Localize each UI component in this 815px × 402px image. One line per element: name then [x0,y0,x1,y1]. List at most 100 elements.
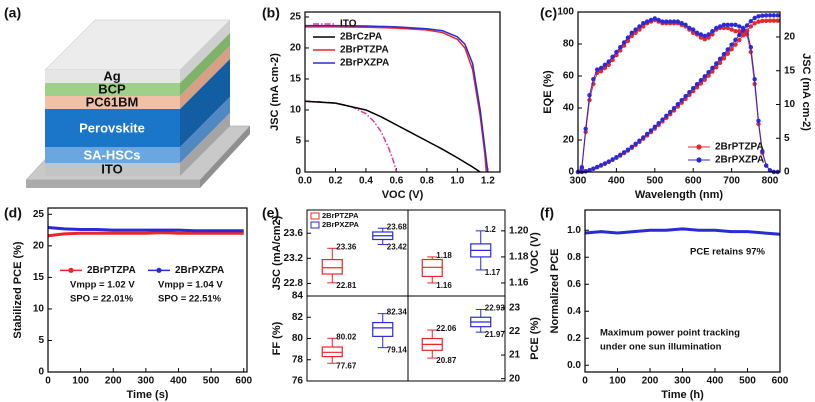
y-tick-label: 15 [290,74,302,85]
x-tick-label: 100 [609,376,626,387]
y-tick-label: 60 [563,71,575,82]
data-point [694,82,700,87]
data-point [679,98,684,103]
data-point [687,25,692,31]
data-point [706,32,711,37]
data-line [304,100,481,173]
legend-label: 2BrPXZPA [175,265,224,276]
legend-marker [696,144,702,150]
data-point [698,35,704,40]
data-point [740,28,746,33]
data-point [737,29,742,34]
x-tick-label: 0.2 [329,176,343,187]
data-line [584,227,781,236]
data-point [752,77,757,82]
data-point [629,30,634,35]
data-point [691,30,696,35]
data-point [595,164,600,170]
layer-perovskite [45,109,180,147]
x-tick-label: 0.8 [420,176,434,187]
data-point [621,150,627,155]
legend-label: 2BrPTZPA [715,142,764,153]
data-point [763,163,769,168]
data-point [621,40,627,45]
data-point [641,24,646,29]
data-point [583,126,588,131]
box [372,321,394,337]
x-axis-label: Time (s) [127,389,169,401]
x-tick-label: 400 [608,176,625,187]
x-tick-label: 1.2 [481,176,495,187]
y2-tick-label: 15 [784,65,796,76]
layer-sa-hscs [45,147,180,163]
data-point [579,165,585,170]
data-point [694,85,700,90]
data-point [644,19,650,24]
data-point [752,21,757,26]
x-tick-label: 0.0 [298,176,312,187]
x-tick-label: 0 [45,376,51,387]
data-point [740,33,746,38]
y-tick-label: 15 [33,272,45,283]
data-point [591,77,596,82]
min-label: 1.17 [485,268,501,277]
y-tick-label: 0.0 [567,360,581,371]
data-point [610,54,615,59]
data-line [47,226,244,233]
x-tick-label: 100 [72,376,89,387]
x-axis-label: Wavelength (nm) [635,189,724,201]
data-point [633,30,638,35]
data-point [614,49,619,55]
y-tick-label: 25 [33,209,45,220]
data-point [671,19,677,24]
y-axis-label: JSC (mA/cm2) [271,215,283,290]
data-point [775,18,780,23]
y-tick-label: 0.8 [567,252,581,263]
annotation: SPO = 22.01% [70,294,134,305]
y-tick-label: 20 [290,43,302,54]
data-point [733,37,738,43]
data-point [725,47,730,52]
data-point [683,94,688,99]
max-label: 22.93 [485,304,506,313]
data-point [706,35,711,40]
data-line [305,24,489,173]
x-tick-label: 700 [723,176,740,187]
min-label: 21.97 [485,330,506,339]
legend-label: 2BrPTZPA [340,45,389,56]
data-point [644,131,650,137]
x-tick-label: 200 [105,376,122,387]
legend-swatch [310,221,320,229]
data-point [721,56,727,61]
y2-tick-label: 5 [784,133,790,144]
data-point [637,24,642,29]
y-tick-label: 82 [292,312,304,323]
data-point [698,32,704,37]
data-point [767,18,773,23]
data-point [737,24,742,29]
y2-tick-label: 10 [784,99,796,110]
y-tick-label: 0.4 [567,306,581,317]
data-point [698,78,704,83]
x-tick-label: 0.4 [359,176,373,187]
data-point [729,46,734,52]
data-line [47,231,244,238]
data-point [721,22,727,27]
annotation: PCE retains 97% [690,247,766,258]
data-point [760,149,765,154]
x-tick-label: 0.6 [389,176,403,187]
y-axis-label: VOC (V) [529,232,541,274]
plot-frame [577,11,781,173]
max-label: 23.68 [387,222,408,231]
y-tick-label: 0.2 [567,333,581,344]
data-point [714,61,719,66]
data-point [710,32,715,37]
data-point [710,65,715,71]
data-point [767,13,773,18]
layer-label: Perovskite [79,120,145,135]
data-point [664,113,669,119]
x-tick-label: 800 [762,176,779,187]
y-tick-label: 0 [568,167,574,178]
